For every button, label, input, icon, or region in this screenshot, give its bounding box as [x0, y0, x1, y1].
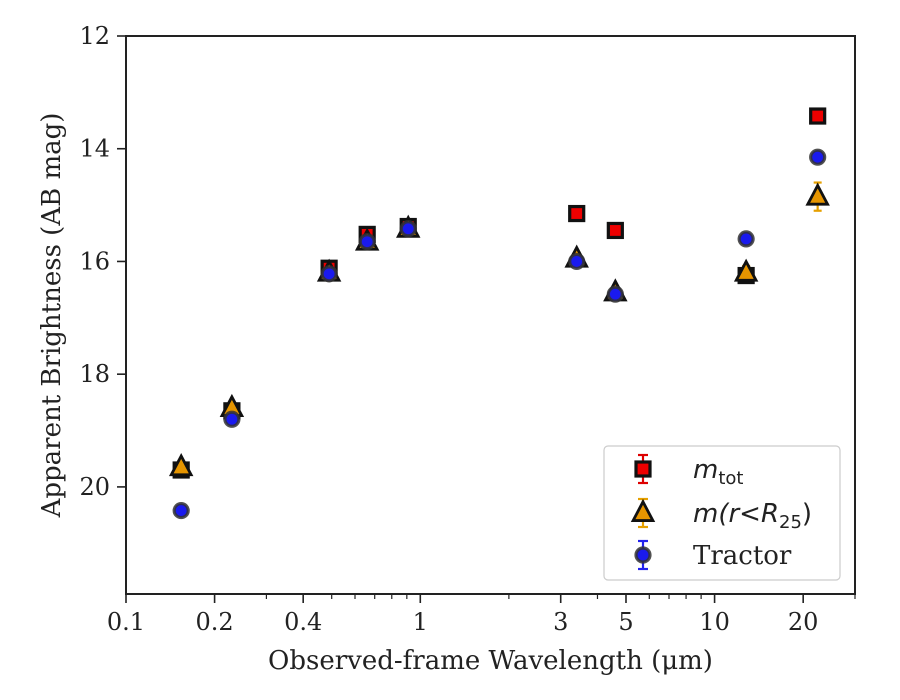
legend-label: Tractor	[693, 541, 792, 571]
data-point	[399, 220, 417, 238]
data-points	[168, 107, 830, 520]
data-marker	[805, 182, 830, 206]
data-point	[568, 204, 586, 223]
y-tick-label: 18	[79, 360, 110, 388]
data-marker	[168, 453, 194, 477]
data-point	[168, 453, 194, 477]
data-marker	[223, 410, 241, 428]
legend-marker	[630, 498, 656, 522]
data-point	[733, 258, 759, 282]
data-point	[809, 148, 827, 166]
series-circle	[172, 148, 827, 520]
y-tick-label: 20	[79, 473, 110, 501]
x-tick-label: 3	[553, 608, 568, 636]
legend-marker	[634, 460, 652, 478]
x-tick-label: 0.1	[107, 608, 145, 636]
data-point	[805, 181, 830, 212]
data-marker	[737, 230, 755, 248]
plot-frame	[125, 35, 856, 595]
data-marker	[568, 204, 586, 223]
x-tick-label: 10	[699, 608, 730, 636]
data-marker	[606, 221, 624, 240]
data-marker	[320, 265, 338, 283]
data-point	[358, 233, 376, 251]
data-point	[223, 410, 241, 428]
data-marker	[568, 252, 586, 271]
x-tick-label: 1	[413, 608, 428, 636]
y-tick-label: 12	[79, 22, 110, 50]
y-tick-label: 16	[79, 247, 110, 275]
x-tick-label: 0.4	[284, 608, 322, 636]
x-tick-label: 0.2	[196, 608, 234, 636]
y-tick-label: 14	[79, 135, 110, 163]
axis-ticks: 0.1 0.2 0.4 1 3 5 10 20 12 14 16 18 20	[79, 22, 856, 636]
data-point	[568, 252, 586, 271]
data-point	[809, 107, 827, 125]
data-point	[606, 221, 624, 240]
data-point	[737, 230, 755, 248]
x-axis-label: Observed-frame Wavelength (μm)	[268, 646, 713, 676]
data-marker	[606, 285, 624, 303]
y-axis-label: Apparent Brightness (AB mag)	[37, 113, 67, 519]
legend-label: mtot	[693, 455, 743, 489]
data-point	[606, 285, 624, 303]
series-square	[172, 107, 827, 479]
series-triangle	[168, 181, 830, 477]
data-point	[172, 501, 190, 520]
data-marker	[399, 220, 417, 238]
legend-entry: mtot	[634, 453, 743, 489]
legend-entry: Tractor	[634, 539, 792, 571]
data-marker	[733, 258, 759, 282]
legend-box	[603, 445, 841, 581]
data-marker	[809, 148, 827, 166]
data-point	[320, 265, 338, 283]
x-tick-label: 20	[788, 608, 819, 636]
data-marker	[809, 107, 827, 125]
data-marker	[172, 501, 190, 520]
x-tick-label: 5	[618, 608, 633, 636]
data-marker	[358, 233, 376, 251]
legend-marker	[634, 546, 652, 564]
